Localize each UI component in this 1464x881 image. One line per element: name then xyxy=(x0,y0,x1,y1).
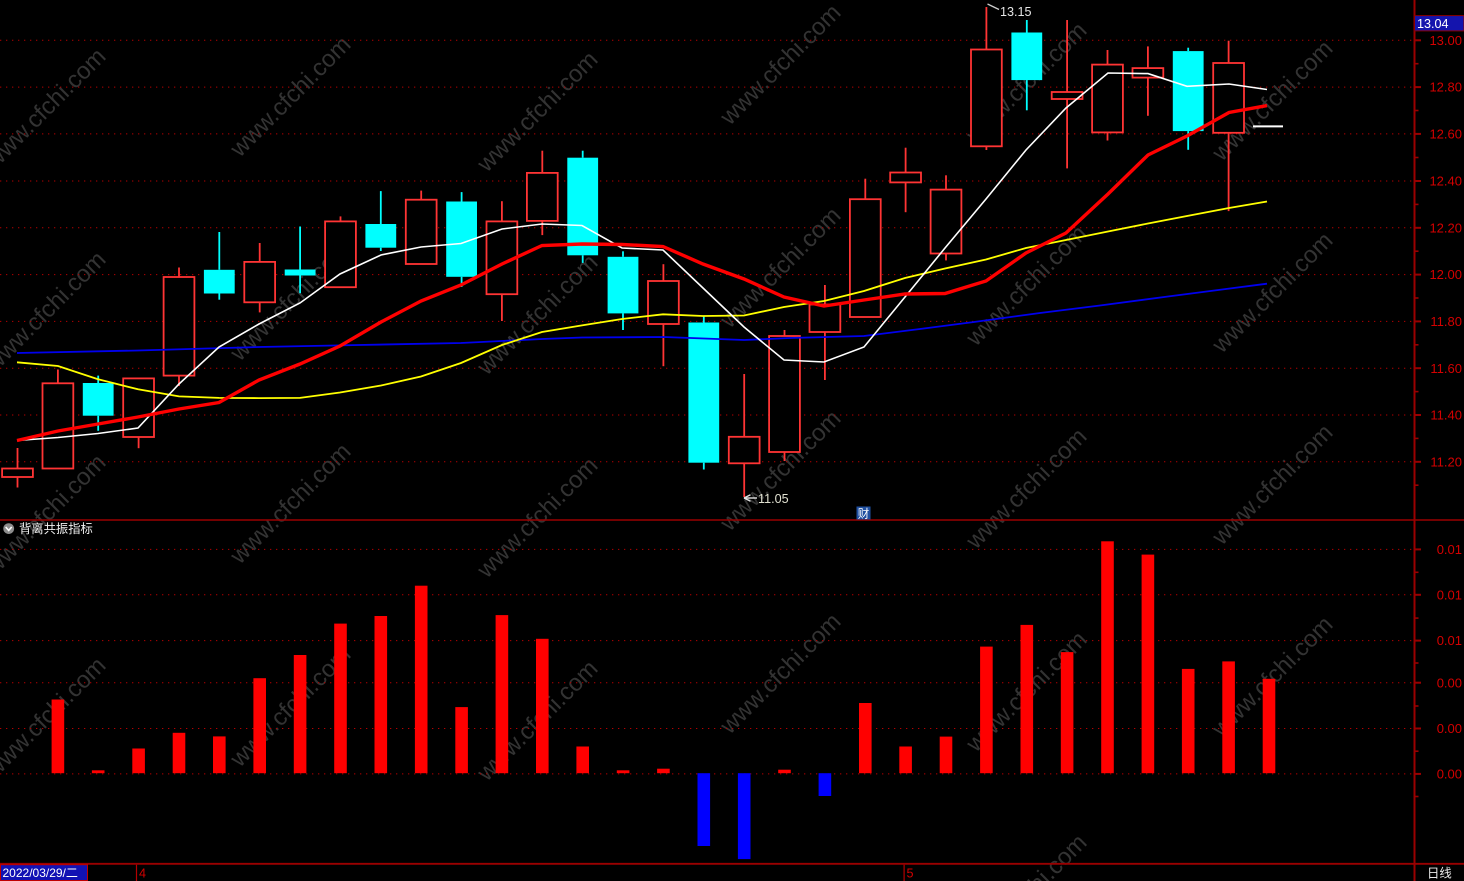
svg-text:0.01: 0.01 xyxy=(1437,633,1462,648)
svg-text:11.60: 11.60 xyxy=(1430,361,1462,376)
svg-text:12.80: 12.80 xyxy=(1429,80,1462,95)
svg-text:财: 财 xyxy=(858,507,870,521)
svg-text:12.20: 12.20 xyxy=(1429,220,1462,235)
svg-text:背离共振指标: 背离共振指标 xyxy=(19,521,93,536)
svg-text:0.00: 0.00 xyxy=(1437,721,1462,736)
svg-text:13.00: 13.00 xyxy=(1429,33,1462,48)
svg-text:4: 4 xyxy=(139,867,146,881)
svg-text:11.80: 11.80 xyxy=(1430,314,1462,329)
svg-text:0.01: 0.01 xyxy=(1437,587,1462,602)
svg-text:11.40: 11.40 xyxy=(1430,408,1462,423)
svg-text:11.05: 11.05 xyxy=(758,492,789,506)
svg-text:13.15: 13.15 xyxy=(1000,5,1032,19)
svg-text:11.20: 11.20 xyxy=(1430,454,1462,469)
svg-text:日线: 日线 xyxy=(1427,866,1452,880)
svg-text:0.00: 0.00 xyxy=(1437,675,1462,690)
svg-text:12.40: 12.40 xyxy=(1429,174,1462,189)
svg-text:2022/03/29/二: 2022/03/29/二 xyxy=(3,866,78,880)
svg-text:5: 5 xyxy=(907,867,914,881)
svg-text:12.00: 12.00 xyxy=(1429,267,1462,282)
svg-text:0.00: 0.00 xyxy=(1437,767,1462,782)
svg-text:13.04: 13.04 xyxy=(1417,17,1449,31)
svg-text:0.01: 0.01 xyxy=(1437,542,1462,557)
svg-text:12.60: 12.60 xyxy=(1429,127,1462,142)
